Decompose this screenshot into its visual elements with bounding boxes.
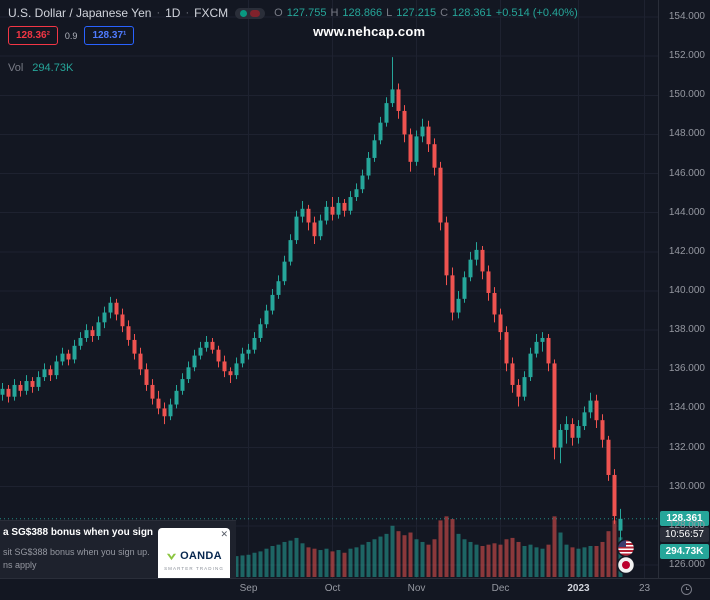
low-value: 127.215 xyxy=(396,7,437,19)
high-value: 128.866 xyxy=(342,7,383,19)
market-open-dot-icon xyxy=(240,9,248,17)
market-closed-dot-icon xyxy=(250,9,261,17)
price-axis[interactable]: 128.361 10:56:57 294.73K 154.000 152.000 1… xyxy=(658,0,710,578)
change-value: +0.514 (+0.40%) xyxy=(495,7,578,19)
time-tick-label: 2023 xyxy=(567,583,590,594)
price-tick-label: 126.000 xyxy=(668,559,705,570)
last-price-label: 128.361 xyxy=(660,511,709,526)
price-tick-label: 134.000 xyxy=(668,402,705,414)
ad-brand-name: OANDA xyxy=(180,550,222,562)
price-tick-label: 132.000 xyxy=(668,441,705,453)
close-value: 128.361 xyxy=(452,7,492,19)
low-label: L xyxy=(386,7,393,19)
watermark: www.nehcap.com xyxy=(313,24,426,39)
ad-terms-line: ns apply xyxy=(3,560,37,570)
currency-pair-flags xyxy=(616,538,638,575)
time-tick-label: Sep xyxy=(239,583,258,594)
price-tick-label: 154.000 xyxy=(668,11,705,22)
price-tick-label: 140.000 xyxy=(668,285,705,296)
separator: · xyxy=(185,7,190,19)
volume-indicator-label: Vol xyxy=(8,62,24,74)
ad-brand-tagline: SMARTER TRADING xyxy=(164,566,224,571)
volume-axis-label: 294.73K xyxy=(660,544,709,559)
price-tick-label: 146.000 xyxy=(668,167,705,179)
trade-buttons: 128.36² 0.9 128.37¹ xyxy=(8,26,135,45)
time-tick-label: Nov xyxy=(407,583,426,594)
ad-body-line: sit SG$388 bonus when you sign up. xyxy=(3,547,150,557)
time-axis[interactable]: Sep Oct Nov Dec 2023 23 xyxy=(0,578,710,600)
clock-icon[interactable] xyxy=(681,584,692,595)
price-tick-label: 136.000 xyxy=(668,363,705,375)
volume-indicator-value: 294.73K xyxy=(32,62,74,74)
bar-countdown-label: 10:56:57 xyxy=(660,527,709,542)
price-tick-label: 142.000 xyxy=(668,245,705,257)
time-tick-label: Dec xyxy=(491,583,510,594)
price-tick-label: 138.000 xyxy=(668,324,705,336)
price-tick-label: 150.000 xyxy=(668,89,705,101)
interval-button[interactable]: 1D xyxy=(165,6,181,20)
volume-legend[interactable]: Vol 294.73K xyxy=(8,62,73,74)
time-tick-label: 23 xyxy=(638,583,651,594)
ad-close-icon[interactable]: ✕ xyxy=(220,529,228,539)
candlestick-chart[interactable] xyxy=(0,0,658,578)
jp-flag-icon xyxy=(616,555,636,575)
price-tick-label: 144.000 xyxy=(668,206,705,218)
price-tick-label: 148.000 xyxy=(668,128,705,140)
symbol-title[interactable]: U.S. Dollar / Japanese Yen xyxy=(8,6,152,20)
market-status-indicator[interactable] xyxy=(235,7,266,19)
oanda-logo-icon xyxy=(166,553,177,560)
ad-headline: a SG$388 bonus when you sign up. xyxy=(3,527,155,538)
spread-value: 0.9 xyxy=(64,30,78,41)
chart-legend: U.S. Dollar / Japanese Yen · 1D · FXCM O… xyxy=(8,6,578,20)
price-tick-label: 128.000 xyxy=(668,519,705,531)
high-label: H xyxy=(330,7,339,19)
close-label: C xyxy=(440,7,449,19)
exchange-label[interactable]: FXCM xyxy=(194,6,229,20)
time-tick-label: Oct xyxy=(324,583,341,594)
open-value: 127.755 xyxy=(286,7,327,19)
open-label: O xyxy=(274,7,283,19)
separator: · xyxy=(156,7,161,19)
buy-button[interactable]: 128.37¹ xyxy=(84,26,135,45)
sell-button[interactable]: 128.36² xyxy=(8,26,58,45)
price-tick-label: 152.000 xyxy=(668,50,705,62)
price-tick-label: 130.000 xyxy=(668,480,705,492)
ohlc-values: O 127.755 H 128.866 L 127.215 C 128.361 +0.5… xyxy=(274,7,578,19)
